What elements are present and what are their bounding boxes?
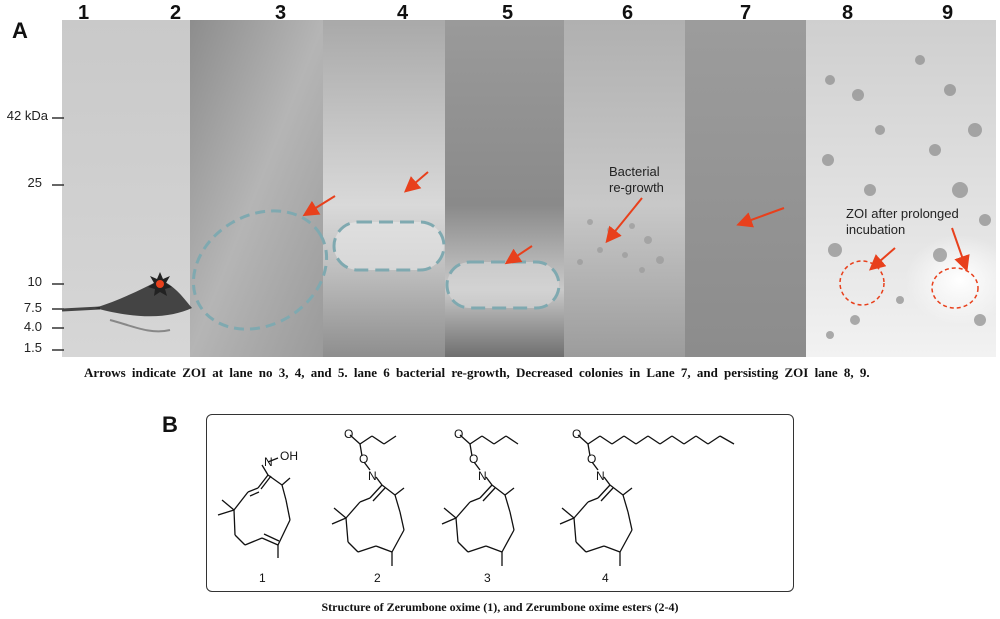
lane-number-4: 4 [397, 2, 409, 24]
mw-marker-4-0: 4.0 [23, 319, 42, 334]
lane-number-9: 9 [942, 2, 954, 24]
lane-number-8: 8 [842, 2, 854, 24]
panel-b-letter: B [162, 412, 178, 437]
lane-number-3: 3 [275, 2, 287, 24]
mw-marker-10: 10 [27, 274, 42, 289]
lane-number-2: 2 [170, 2, 182, 24]
zoi-label-line2: incubation [846, 222, 905, 237]
structures-box [206, 414, 794, 592]
zoi-zone-lane-4 [334, 222, 444, 270]
lane-number-5: 5 [502, 2, 514, 24]
panel-a-letter: A [12, 18, 28, 43]
regrowth-label-line1: Bacterial [609, 164, 660, 179]
mw-marker-7-5: 7.5 [23, 300, 42, 315]
gel-overlay-image: Bacterial re-growth ZOI after prolonged … [52, 20, 1000, 357]
zoi-zone-lane-3 [191, 209, 329, 331]
zoi-label-line1: ZOI after prolonged [846, 206, 959, 221]
arrow-lane-4 [403, 171, 429, 193]
lane-number-1: 1 [78, 2, 90, 24]
zoi-circle-lane-8 [839, 260, 885, 306]
lane-number-7: 7 [740, 2, 752, 24]
mw-marker-42: 42 kDa [6, 108, 48, 123]
arrow-lane-6 [605, 197, 643, 244]
mw-marker-1-5: 1.5 [23, 340, 42, 355]
panel-a-caption: Arrows indicate ZOI at lane no 3, 4, and… [84, 365, 870, 380]
zoi-zone-lane-5 [447, 262, 559, 308]
arrow-lane-7 [736, 207, 785, 228]
panel-b-caption: Structure of Zerumbone oxime (1), and Ze… [321, 600, 679, 614]
arrow-lane-8 [868, 247, 896, 271]
lane-number-6: 6 [622, 2, 634, 24]
arrow-lane-5 [504, 245, 533, 265]
arrow-lane-9 [951, 227, 970, 272]
arrow-lane-3 [302, 195, 336, 217]
mw-marker-25: 25 [27, 175, 42, 190]
regrowth-label-line2: re-growth [609, 180, 664, 195]
